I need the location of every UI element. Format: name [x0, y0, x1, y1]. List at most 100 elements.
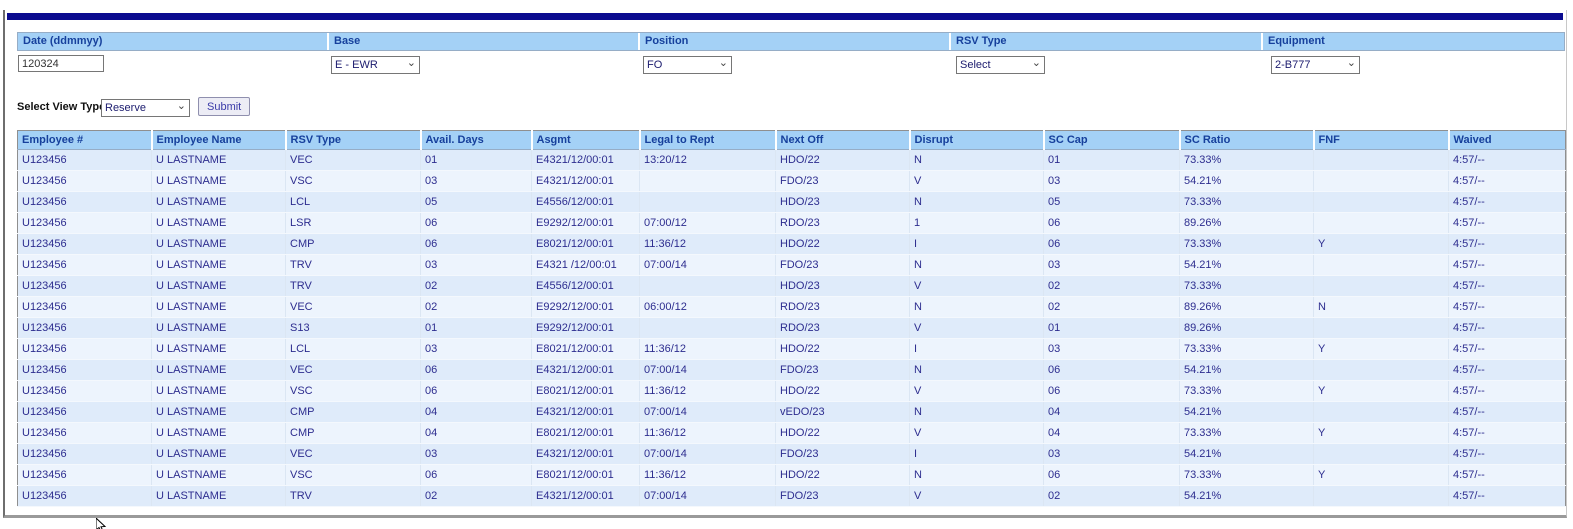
cell-next-off: HDO/22	[775, 380, 910, 402]
cell-disrupt: I	[909, 338, 1044, 360]
app-window: Date (ddmmyy) Base Position RSV Type Equ…	[3, 10, 1567, 518]
base-select-wrap: E - EWR ⌄	[331, 55, 420, 74]
cell-fnf	[1313, 359, 1449, 381]
cell-waived: 4:57/--	[1448, 317, 1566, 339]
cell-asgmt: E4321/12/00:01	[531, 170, 640, 192]
cell-employee-number: U123456	[17, 464, 152, 486]
cell-avail-days: 04	[420, 422, 532, 444]
cell-waived: 4:57/--	[1448, 296, 1566, 318]
cell-disrupt: N	[909, 254, 1044, 276]
cell-legal-to-rept: 07:00/14	[639, 485, 776, 507]
rsv-type-select-wrap: Select ⌄	[956, 55, 1045, 74]
cell-rsv-type: VSC	[285, 380, 421, 402]
cell-rsv-type: TRV	[285, 485, 421, 507]
cell-legal-to-rept: 06:00/12	[639, 296, 776, 318]
view-type-select[interactable]: Reserve	[101, 99, 190, 117]
cell-legal-to-rept: 07:00/14	[639, 359, 776, 381]
cell-employee-number: U123456	[17, 191, 152, 213]
cell-avail-days: 02	[420, 275, 532, 297]
table-row: U123456 U LASTNAME CMP 04 E4321/12/00:01 07:0…	[17, 401, 1566, 423]
cell-next-off: RDO/23	[775, 212, 910, 234]
position-select-wrap: FO ⌄	[643, 55, 732, 74]
base-select[interactable]: E - EWR	[331, 56, 420, 74]
cell-next-off: HDO/22	[775, 464, 910, 486]
equipment-select[interactable]: 2-B777	[1271, 56, 1360, 74]
cell-employee-number: U123456	[17, 485, 152, 507]
cell-rsv-type: S13	[285, 317, 421, 339]
col-header-employee-number: Employee #	[17, 130, 153, 150]
table-row: U123456 U LASTNAME TRV 02 E4321/12/00:01 07:0…	[17, 485, 1566, 507]
cell-employee-number: U123456	[17, 380, 152, 402]
cell-legal-to-rept: 11:36/12	[639, 422, 776, 444]
cell-rsv-type: CMP	[285, 401, 421, 423]
cell-next-off: HDO/22	[775, 233, 910, 255]
cell-legal-to-rept: 07:00/12	[639, 212, 776, 234]
position-select[interactable]: FO	[643, 56, 732, 74]
cell-next-off: FDO/23	[775, 170, 910, 192]
submit-button[interactable]: Submit	[198, 97, 251, 116]
cell-employee-number: U123456	[17, 149, 152, 171]
cell-asgmt: E8021/12/00:01	[531, 422, 640, 444]
cell-avail-days: 06	[420, 212, 532, 234]
cell-disrupt: V	[909, 422, 1044, 444]
cell-disrupt: N	[909, 401, 1044, 423]
cell-sc-ratio: 89.26%	[1179, 296, 1314, 318]
table-row: U123456 U LASTNAME VSC 06 E8021/12/00:01 11:3…	[17, 464, 1566, 486]
cell-waived: 4:57/--	[1448, 149, 1566, 171]
cell-employee-name: U LASTNAME	[151, 485, 286, 507]
cell-sc-cap: 06	[1043, 359, 1180, 381]
cell-waived: 4:57/--	[1448, 359, 1566, 381]
cell-next-off: FDO/23	[775, 359, 910, 381]
filter-label-base: Base	[329, 33, 640, 50]
cell-asgmt: E4321/12/00:01	[531, 443, 640, 465]
filter-label-position: Position	[640, 33, 951, 50]
table-header: Employee # Employee Name RSV Type Avail. Da…	[17, 130, 1566, 150]
cell-disrupt: 1	[909, 212, 1044, 234]
cell-avail-days: 01	[420, 317, 532, 339]
cell-asgmt: E4321/12/00:01	[531, 149, 640, 171]
cell-avail-days: 06	[420, 233, 532, 255]
cell-rsv-type: LCL	[285, 191, 421, 213]
cell-disrupt: N	[909, 191, 1044, 213]
cell-employee-name: U LASTNAME	[151, 422, 286, 444]
cell-sc-ratio: 73.33%	[1179, 191, 1314, 213]
rsv-type-select[interactable]: Select	[956, 56, 1045, 74]
cell-next-off: RDO/23	[775, 296, 910, 318]
cell-legal-to-rept: 13:20/12	[639, 149, 776, 171]
cell-avail-days: 01	[420, 149, 532, 171]
date-input[interactable]	[18, 55, 104, 72]
cell-fnf: Y	[1313, 464, 1449, 486]
cell-employee-number: U123456	[17, 212, 152, 234]
cell-sc-cap: 01	[1043, 317, 1180, 339]
cell-sc-cap: 06	[1043, 212, 1180, 234]
cell-next-off: FDO/23	[775, 254, 910, 276]
cell-disrupt: V	[909, 485, 1044, 507]
cell-rsv-type: LSR	[285, 212, 421, 234]
cell-employee-name: U LASTNAME	[151, 401, 286, 423]
cell-employee-number: U123456	[17, 443, 152, 465]
cell-employee-name: U LASTNAME	[151, 296, 286, 318]
cell-sc-cap: 04	[1043, 422, 1180, 444]
cell-legal-to-rept	[639, 191, 776, 213]
cell-avail-days: 02	[420, 296, 532, 318]
cell-disrupt: I	[909, 233, 1044, 255]
table-row: U123456 U LASTNAME LSR 06 E9292/12/00:01 07:0…	[17, 212, 1566, 234]
cell-sc-ratio: 54.21%	[1179, 359, 1314, 381]
cell-asgmt: E4321/12/00:01	[531, 401, 640, 423]
cell-legal-to-rept	[639, 275, 776, 297]
col-header-sc-cap: SC Cap	[1043, 130, 1181, 150]
cell-sc-ratio: 73.33%	[1179, 380, 1314, 402]
cell-sc-ratio: 73.33%	[1179, 149, 1314, 171]
cell-rsv-type: VSC	[285, 464, 421, 486]
cell-asgmt: E4321 /12/00:01	[531, 254, 640, 276]
cell-sc-cap: 03	[1043, 170, 1180, 192]
col-header-asgmt: Asgmt	[531, 130, 641, 150]
cell-employee-number: U123456	[17, 233, 152, 255]
cell-rsv-type: LCL	[285, 338, 421, 360]
cell-sc-ratio: 73.33%	[1179, 338, 1314, 360]
cell-waived: 4:57/--	[1448, 212, 1566, 234]
cell-avail-days: 03	[420, 443, 532, 465]
cell-sc-ratio: 54.21%	[1179, 443, 1314, 465]
cell-fnf	[1313, 401, 1449, 423]
cell-avail-days: 06	[420, 380, 532, 402]
